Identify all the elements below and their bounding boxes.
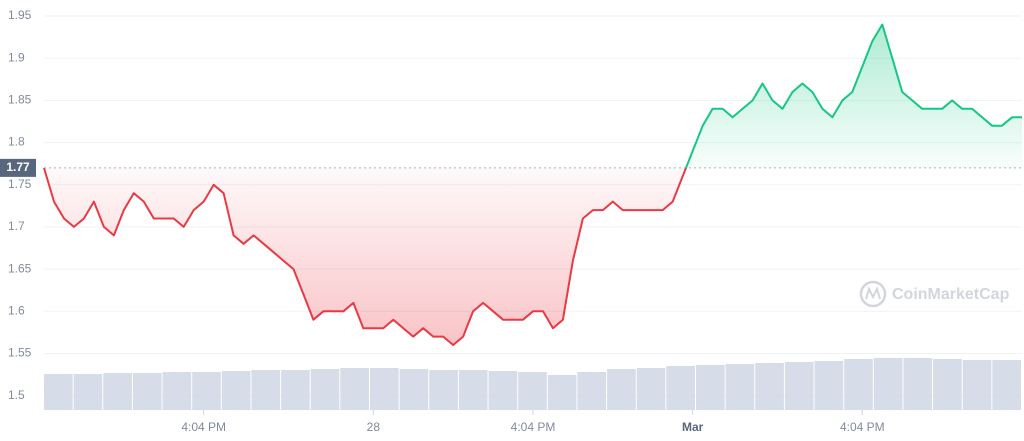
y-tick-label: 1.75 <box>8 177 32 191</box>
y-tick-label: 1.7 <box>8 219 25 233</box>
volume-bar <box>132 373 162 410</box>
volume-bar <box>281 370 310 410</box>
y-tick-label: 1.6 <box>8 303 25 317</box>
volume-bar <box>458 370 488 410</box>
volume-bar <box>725 364 755 410</box>
x-tick-label: 28 <box>367 420 381 434</box>
y-tick-label: 1.55 <box>8 346 32 360</box>
volume-bar <box>370 368 399 410</box>
volume-bar <box>666 366 695 410</box>
y-tick-label: 1.65 <box>8 261 32 275</box>
volume-bar <box>221 371 251 410</box>
baseline-tag-label: 1.77 <box>6 160 30 174</box>
volume-bar <box>103 373 132 410</box>
watermark-text: CoinMarketCap <box>892 286 1010 303</box>
volume-bar <box>962 360 992 410</box>
volume-bar <box>44 374 73 410</box>
volume-bar <box>844 359 873 410</box>
volume-bar <box>755 363 784 410</box>
price-line <box>43 23 1022 346</box>
volume-bar <box>873 358 903 410</box>
volume-bar <box>429 370 458 410</box>
volume-bar <box>399 369 429 410</box>
volume-bar <box>518 372 547 410</box>
x-tick-label: 4:04 PM <box>511 420 556 434</box>
watermark-logo <box>859 280 887 308</box>
volume-bar <box>636 368 666 410</box>
volume-bar <box>814 361 844 410</box>
volume-bar <box>251 370 281 410</box>
watermark: CoinMarketCap <box>859 280 1010 308</box>
volume-bar <box>162 372 192 410</box>
watermark-logo-mark <box>865 286 881 300</box>
volume-bar <box>547 375 577 410</box>
x-tick-label: 4:04 PM <box>840 420 885 434</box>
volume-bar <box>933 359 962 410</box>
x-tick-label: 4:04 PM <box>181 420 226 434</box>
volume-bar <box>73 374 103 410</box>
volume-bar <box>784 362 814 410</box>
volume-bar <box>696 365 725 410</box>
y-tick-label: 1.95 <box>8 8 32 22</box>
volume-bar <box>577 372 607 410</box>
volume-bar <box>992 360 1021 410</box>
volume-bar <box>488 371 518 410</box>
volume-bar <box>607 369 636 410</box>
y-tick-label: 1.5 <box>8 388 25 402</box>
volume-bar <box>192 372 221 410</box>
x-tick-label: Mar <box>682 420 704 434</box>
y-tick-label: 1.85 <box>8 93 32 107</box>
volume-bar <box>340 368 369 410</box>
y-tick-label: 1.9 <box>8 50 25 64</box>
volume-bar <box>903 358 933 410</box>
y-tick-label: 1.8 <box>8 135 25 149</box>
volume-bar <box>310 369 340 410</box>
baseline-tag <box>0 158 36 177</box>
